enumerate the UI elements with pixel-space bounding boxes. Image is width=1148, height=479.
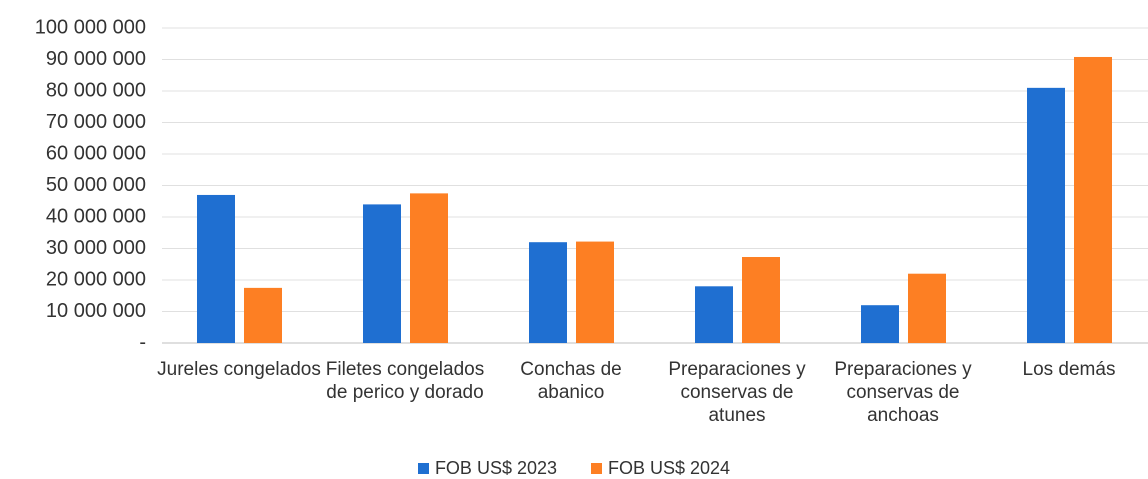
legend-swatch bbox=[417, 463, 429, 474]
x-tick-label: Preparaciones y conservas de atunes bbox=[668, 359, 806, 426]
legend-swatch bbox=[591, 463, 602, 474]
x-tick-label: Conchas de abanico bbox=[520, 359, 622, 403]
legend-item: FOB US$ 2023 bbox=[417, 458, 557, 479]
bar bbox=[576, 241, 614, 343]
bar bbox=[410, 193, 448, 343]
legend: FOB US$ 2023 FOB US$ 2024 bbox=[0, 458, 1148, 479]
y-tick-label: 50 000 000 bbox=[46, 174, 146, 196]
bar bbox=[197, 194, 235, 343]
y-tick-label: 100 000 000 bbox=[35, 16, 146, 38]
x-tick-label: Filetes congelados de perico y dorado bbox=[325, 359, 485, 403]
y-tick-label: 20 000 000 bbox=[46, 268, 146, 290]
y-tick-label: 30 000 000 bbox=[46, 237, 146, 259]
x-tick-label: Preparaciones y conservas de anchoas bbox=[834, 359, 972, 426]
y-tick-label: - bbox=[139, 331, 146, 353]
bar bbox=[742, 257, 780, 343]
legend-item: FOB US$ 2024 bbox=[591, 458, 730, 479]
y-tick-label: 40 000 000 bbox=[46, 205, 146, 227]
bar bbox=[1074, 56, 1112, 343]
legend-label: FOB US$ 2023 bbox=[434, 458, 557, 478]
bar bbox=[1027, 87, 1065, 343]
y-tick-label: 60 000 000 bbox=[46, 142, 146, 164]
y-tick-label: 70 000 000 bbox=[46, 111, 146, 133]
x-tick-label: Los demás bbox=[1022, 359, 1116, 380]
bar bbox=[695, 286, 733, 343]
bar bbox=[861, 305, 899, 343]
y-tick-label: 90 000 000 bbox=[46, 48, 146, 70]
bar bbox=[529, 242, 567, 343]
y-tick-label: 10 000 000 bbox=[46, 300, 146, 322]
x-tick-label: Jureles congelados bbox=[157, 359, 321, 380]
bar bbox=[908, 273, 946, 343]
y-tick-label: 80 000 000 bbox=[46, 79, 146, 101]
bar bbox=[363, 204, 401, 343]
bar bbox=[244, 287, 282, 343]
legend-label: FOB US$ 2024 bbox=[608, 458, 731, 478]
